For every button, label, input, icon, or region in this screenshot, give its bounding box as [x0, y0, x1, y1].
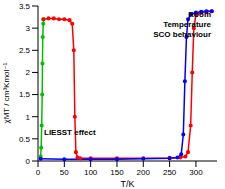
svg-text:250: 250	[163, 168, 177, 177]
svg-text:T/K: T/K	[120, 179, 134, 189]
svg-text:150: 150	[110, 168, 124, 177]
svg-text:0.5: 0.5	[19, 135, 31, 144]
svg-text:1: 1	[26, 113, 31, 122]
svg-text:3.5: 3.5	[19, 2, 31, 11]
svg-text:χMT / cm³Kmol⁻¹: χMT / cm³Kmol⁻¹	[8, 62, 11, 123]
svg-text:2.5: 2.5	[19, 46, 31, 55]
svg-text:0: 0	[36, 168, 41, 177]
svg-text:0: 0	[26, 157, 31, 166]
html-text:Room Temperature SCO behaviour: Room Temperature SCO behaviour	[153, 10, 211, 39]
svg-text:50: 50	[60, 168, 69, 177]
svg-text:3: 3	[26, 24, 31, 33]
svg-text:300: 300	[189, 168, 203, 177]
svg-text:2: 2	[26, 68, 31, 77]
svg-text:1.5: 1.5	[19, 90, 31, 99]
svg-text:100: 100	[84, 168, 98, 177]
html-text:LIESST effect: LIESST effect	[44, 128, 96, 137]
svg-text:200: 200	[137, 168, 151, 177]
